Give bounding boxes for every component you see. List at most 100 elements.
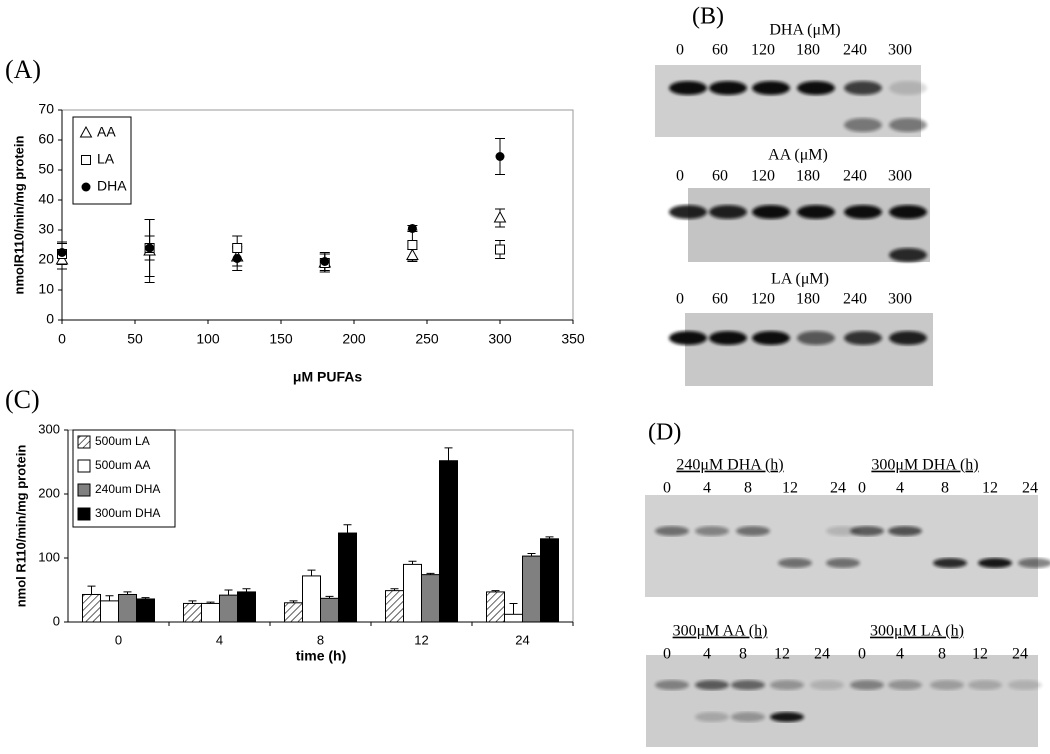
y-axis-title: nmolR110/min/mg protein [11,135,26,294]
error-bar [343,524,352,534]
lane-label: 120 [751,291,775,308]
blot-band [695,712,729,722]
bar [403,563,422,623]
marker [495,244,505,255]
blot-band [844,331,882,345]
x-tick-label: 0 [115,632,122,647]
y-tick-label: 70 [38,101,54,117]
lane-label: 180 [796,291,820,308]
lane-label: 24 [830,480,846,497]
blot-band [709,331,747,345]
marker [320,257,330,266]
legend-label: 300um DHA [95,506,160,520]
bar [439,460,458,623]
y-tick-label: 20 [38,251,54,267]
blot-band [709,205,747,219]
blot-band [978,558,1012,568]
blot-title: AA (μM) [768,147,828,164]
lane-label: 8 [744,480,752,497]
marker [406,248,419,260]
y-tick-label: 30 [38,221,54,237]
bar [320,597,339,623]
error-bar [224,589,233,596]
lane-label: 240 [843,168,867,185]
bar [100,600,119,623]
lane-label: 4 [896,646,904,663]
blot-band [888,680,922,690]
x-tick-label: 50 [127,331,143,347]
panel-label: (D) [648,420,681,446]
blot-title: 300μM LA (h) [870,623,964,640]
error-bar [242,588,251,592]
error-bar [105,595,114,601]
y-tick-label: 50 [38,161,54,177]
y-tick-label: 40 [38,191,54,207]
lane-label: 12 [982,480,998,497]
lane-label: 8 [938,646,946,663]
lane-label: 24 [1022,480,1038,497]
blot-band [844,205,882,219]
blot-band [731,680,765,690]
blot-title: 300μM AA (h) [673,623,768,640]
blot-band [889,331,927,345]
legend-label: 240um DHA [95,482,160,496]
marker [232,243,243,253]
marker [407,224,417,233]
legend-marker [81,182,91,192]
lane-label: 24 [814,646,830,663]
blot-title: 300μM DHA (h) [871,457,978,474]
bar [118,593,137,623]
x-tick-label: 350 [561,331,585,347]
blot-band [695,680,729,690]
lane-label: 8 [941,480,949,497]
blot-image [646,655,1038,747]
y-axis-title: nmol R110/min/mg protein [13,445,28,608]
marker [493,210,507,223]
blot-band [826,526,860,536]
lane-label: 0 [858,480,866,497]
blot-band [930,680,964,690]
plot-frame [61,109,574,321]
bar [338,532,357,623]
error-bar [408,560,417,565]
error-bar [509,602,518,615]
blot-band [770,680,804,690]
lane-label: 240 [843,42,867,59]
bar [421,574,440,623]
legend-swatch [77,435,91,449]
x-tick-label: 100 [196,331,220,347]
blot-band [752,205,790,219]
lane-label: 180 [796,168,820,185]
blot-band [655,526,689,536]
marker [407,240,418,250]
blot-band [669,81,707,95]
x-axis-title: time (h) [296,648,347,664]
lane-label: 24 [1012,646,1028,663]
blot-band [1018,558,1050,568]
panel-label: (B) [692,4,724,30]
blot-band [731,712,765,722]
blot-band [889,81,927,95]
x-tick-label: 8 [317,632,324,647]
x-tick-label: 0 [58,331,66,347]
legend-swatch [77,483,91,497]
lane-label: 0 [663,480,671,497]
blot-band [850,526,884,536]
x-tick-label: 250 [415,331,439,347]
x-tick-label: 12 [414,632,428,647]
lane-label: 12 [972,646,988,663]
x-tick-label: 150 [269,331,293,347]
lane-label: 180 [796,42,820,59]
bar [540,538,559,623]
blot-band [752,331,790,345]
error-bar [307,569,316,576]
lane-label: 0 [858,646,866,663]
legend-label: 500um AA [95,458,150,472]
legend-label: AA [97,124,116,140]
legend-label: 500um LA [95,434,150,448]
blot-band [752,81,790,95]
lane-label: 60 [712,42,728,59]
lane-label: 12 [782,480,798,497]
